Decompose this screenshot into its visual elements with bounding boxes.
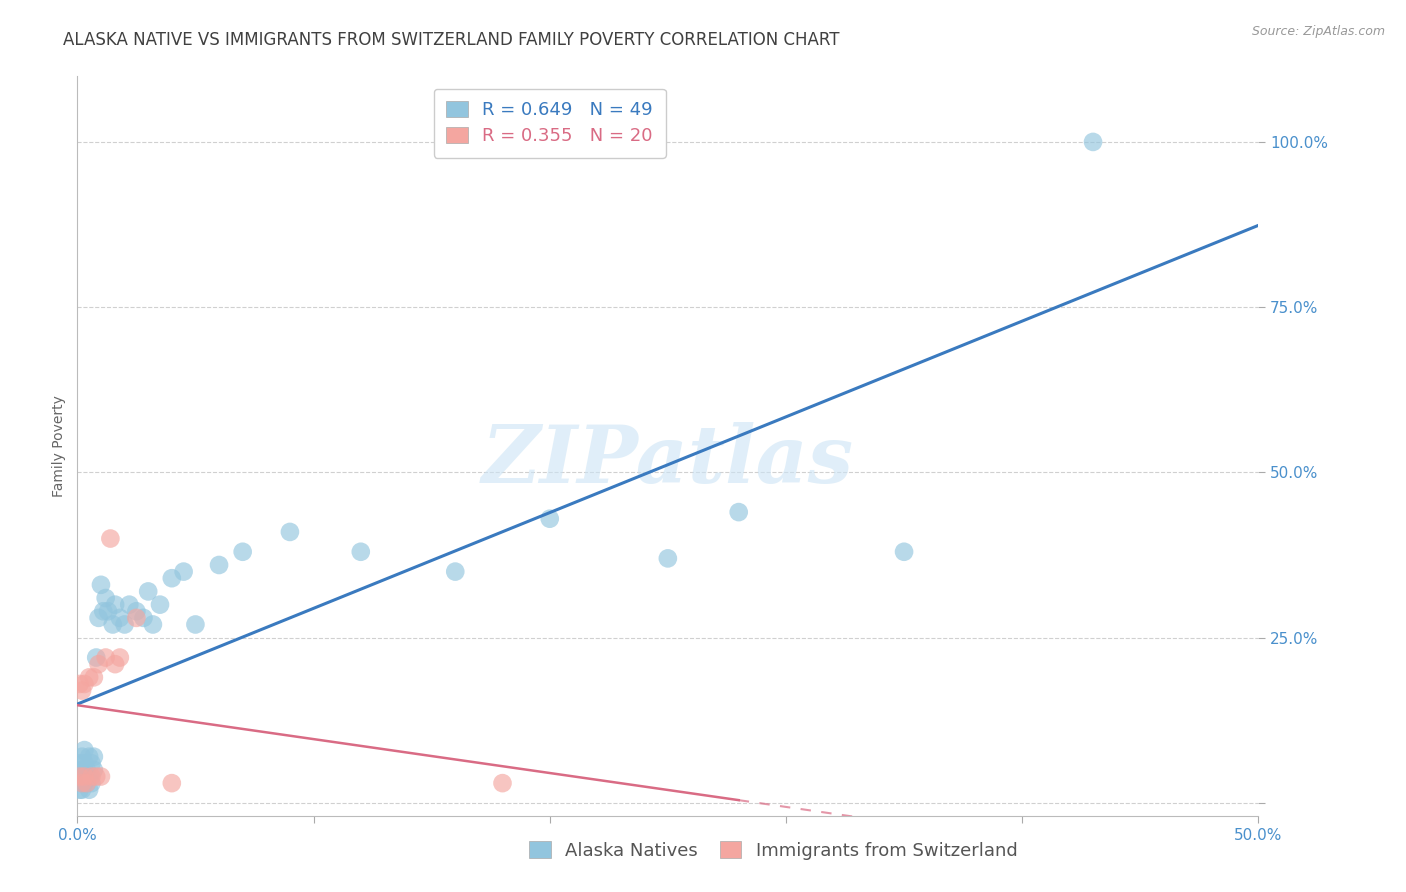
- Point: [114, 617, 136, 632]
- Point: [80, 756, 103, 771]
- Point: [70, 782, 93, 797]
- Point: [727, 505, 749, 519]
- Point: [69, 770, 91, 784]
- Point: [104, 598, 127, 612]
- Point: [208, 558, 231, 572]
- Point: [94, 650, 117, 665]
- Text: ALASKA NATIVE VS IMMIGRANTS FROM SWITZERLAND FAMILY POVERTY CORRELATION CHART: ALASKA NATIVE VS IMMIGRANTS FROM SWITZER…: [63, 31, 839, 49]
- Point: [87, 657, 110, 672]
- Point: [1081, 135, 1104, 149]
- Point: [160, 776, 183, 790]
- Point: [77, 670, 100, 684]
- Point: [84, 650, 107, 665]
- Point: [83, 749, 105, 764]
- Point: [73, 776, 96, 790]
- Point: [77, 770, 100, 784]
- Point: [444, 565, 467, 579]
- Legend: R = 0.649   N = 49, R = 0.355   N = 20: R = 0.649 N = 49, R = 0.355 N = 20: [433, 88, 666, 158]
- Point: [173, 565, 195, 579]
- Point: [125, 604, 148, 618]
- Point: [73, 770, 96, 784]
- Point: [70, 763, 93, 777]
- Point: [83, 763, 105, 777]
- Point: [69, 782, 91, 797]
- Point: [76, 763, 98, 777]
- Point: [142, 617, 165, 632]
- Point: [73, 770, 96, 784]
- Point: [70, 776, 93, 790]
- Point: [893, 545, 915, 559]
- Text: Source: ZipAtlas.com: Source: ZipAtlas.com: [1251, 25, 1385, 38]
- Point: [108, 650, 131, 665]
- Point: [278, 524, 301, 539]
- Point: [70, 749, 93, 764]
- Point: [73, 743, 96, 757]
- Point: [83, 670, 105, 684]
- Point: [80, 770, 103, 784]
- Y-axis label: Family Poverty: Family Poverty: [52, 395, 66, 497]
- Point: [73, 756, 96, 771]
- Point: [538, 512, 561, 526]
- Point: [132, 611, 155, 625]
- Point: [657, 551, 679, 566]
- Point: [69, 770, 91, 784]
- Point: [118, 598, 141, 612]
- Point: [70, 683, 93, 698]
- Point: [77, 749, 100, 764]
- Point: [73, 677, 96, 691]
- Point: [90, 770, 112, 784]
- Point: [160, 571, 183, 585]
- Point: [94, 591, 117, 605]
- Point: [136, 584, 159, 599]
- Point: [184, 617, 207, 632]
- Point: [80, 776, 103, 790]
- Point: [100, 532, 122, 546]
- Point: [90, 578, 112, 592]
- Point: [87, 611, 110, 625]
- Point: [232, 545, 254, 559]
- Point: [91, 604, 114, 618]
- Point: [104, 657, 127, 672]
- Point: [350, 545, 373, 559]
- Text: ZIPatlas: ZIPatlas: [482, 422, 853, 500]
- Legend: Alaska Natives, Immigrants from Switzerland: Alaska Natives, Immigrants from Switzerl…: [522, 834, 1025, 867]
- Point: [97, 604, 120, 618]
- Point: [76, 776, 98, 790]
- Point: [491, 776, 513, 790]
- Point: [108, 611, 131, 625]
- Point: [149, 598, 172, 612]
- Point: [84, 770, 107, 784]
- Point: [76, 776, 98, 790]
- Point: [69, 677, 91, 691]
- Point: [101, 617, 124, 632]
- Point: [69, 756, 91, 771]
- Point: [70, 776, 93, 790]
- Point: [125, 611, 148, 625]
- Point: [77, 782, 100, 797]
